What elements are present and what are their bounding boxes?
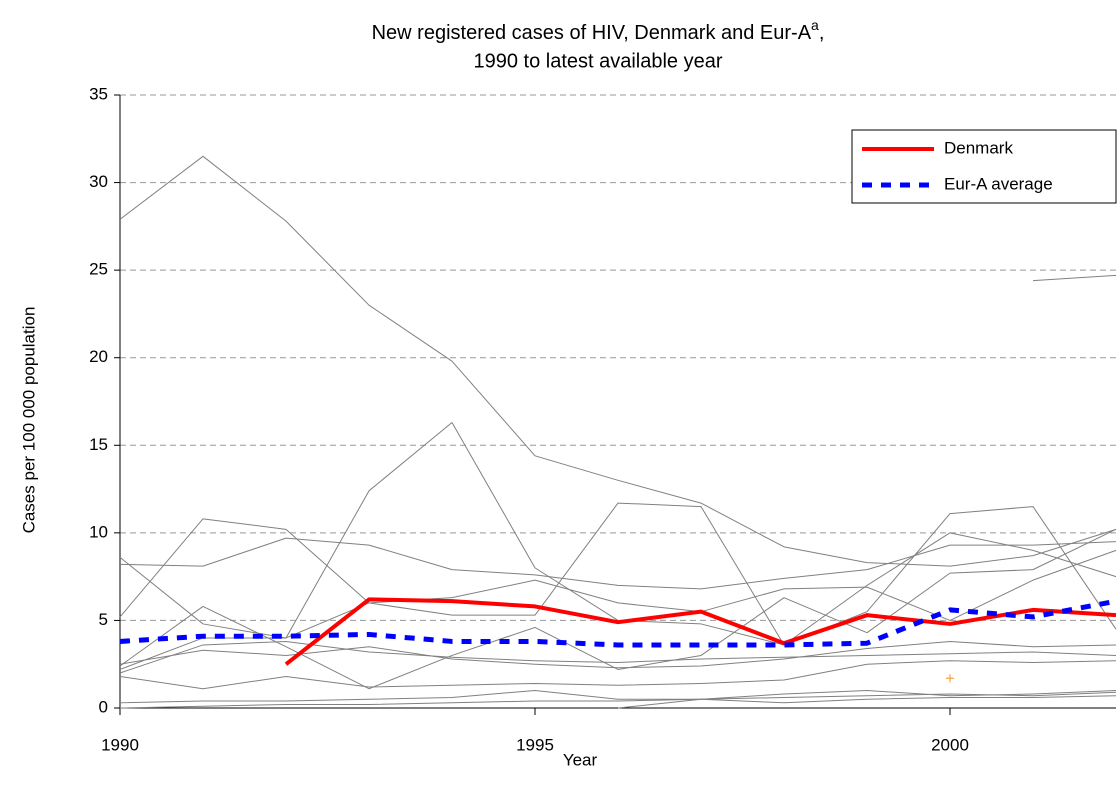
country-line: [119, 155, 1117, 567]
y-tick-label: 10: [89, 522, 108, 541]
country-line: [119, 640, 1117, 674]
point-marker: [946, 674, 954, 683]
y-tick-label: 5: [99, 610, 108, 629]
x-tick-label: 1990: [101, 735, 139, 754]
series-line: [119, 598, 1117, 648]
y-tick-label: 20: [89, 347, 108, 366]
title-text: New registered cases of HIV, Denmark and…: [372, 22, 812, 44]
country-line: [119, 528, 1117, 690]
x-tick-label: 1995: [516, 735, 554, 754]
country-line: [617, 689, 1117, 709]
x-axis-label: Year: [563, 750, 598, 769]
plot-area: [119, 155, 1117, 709]
country-line: [119, 549, 1117, 670]
x-tick-label: 2000: [931, 735, 969, 754]
title-superscript: a: [811, 17, 819, 33]
country-line: [119, 640, 1117, 669]
country-line: [1032, 274, 1117, 282]
country-line: [119, 537, 1117, 590]
legend-label: Eur-A average: [944, 174, 1053, 193]
y-tick-label: 30: [89, 172, 108, 191]
chart-title: New registered cases of HIV, Denmark and…: [372, 17, 825, 45]
country-line: [119, 689, 1117, 704]
country-line: [119, 660, 1117, 690]
y-tick-label: 25: [89, 260, 108, 279]
country-line: [119, 695, 1117, 709]
country-line: [119, 502, 1117, 646]
legend-label: Denmark: [944, 138, 1013, 157]
series-line: [284, 597, 1117, 666]
country-line: [119, 422, 1117, 646]
y-axis-label: Cases per 100 000 population: [19, 307, 38, 534]
chart-subtitle: 1990 to latest available year: [473, 50, 722, 72]
y-tick-label: 0: [99, 697, 108, 716]
y-tick-label: 35: [89, 84, 108, 103]
title-suffix: ,: [819, 22, 825, 44]
legend-box: [851, 129, 1117, 204]
y-tick-label: 15: [89, 435, 108, 454]
